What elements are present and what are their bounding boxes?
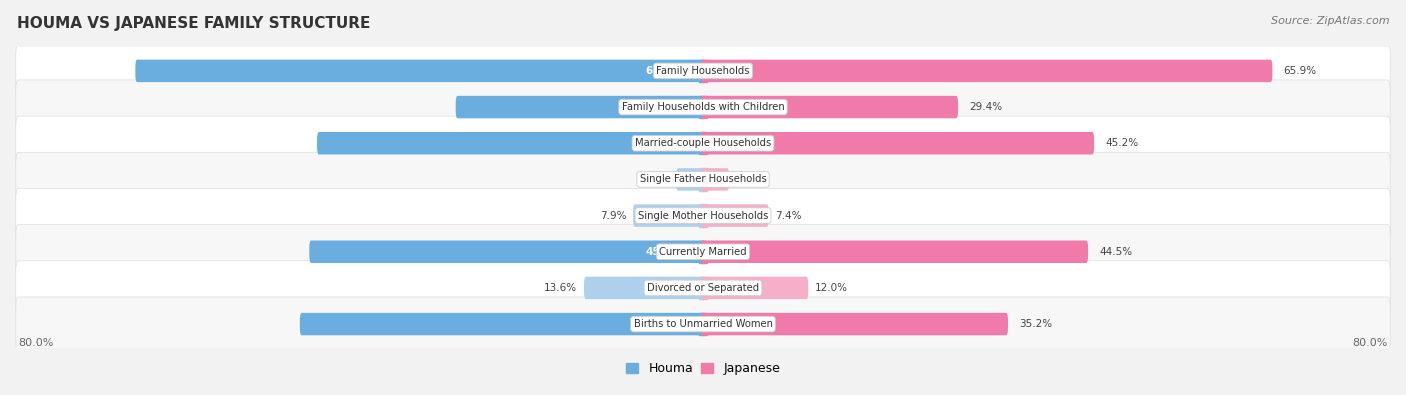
Bar bbox=[699, 168, 704, 191]
Text: HOUMA VS JAPANESE FAMILY STRUCTURE: HOUMA VS JAPANESE FAMILY STRUCTURE bbox=[17, 16, 370, 31]
Bar bbox=[702, 168, 707, 191]
Text: 28.5%: 28.5% bbox=[645, 102, 682, 112]
Text: 44.6%: 44.6% bbox=[645, 138, 682, 148]
Bar bbox=[699, 241, 704, 263]
Bar bbox=[702, 96, 707, 118]
Text: Currently Married: Currently Married bbox=[659, 247, 747, 257]
Bar bbox=[699, 277, 704, 299]
Text: 2.8%: 2.8% bbox=[735, 175, 762, 184]
FancyBboxPatch shape bbox=[15, 261, 1391, 315]
Text: 45.2%: 45.2% bbox=[1105, 138, 1139, 148]
FancyBboxPatch shape bbox=[676, 168, 704, 191]
Bar bbox=[702, 60, 707, 82]
Text: Births to Unmarried Women: Births to Unmarried Women bbox=[634, 319, 772, 329]
Text: 7.9%: 7.9% bbox=[600, 211, 626, 220]
Text: Single Mother Households: Single Mother Households bbox=[638, 211, 768, 220]
FancyBboxPatch shape bbox=[702, 132, 1094, 154]
Bar bbox=[699, 132, 704, 154]
FancyBboxPatch shape bbox=[702, 204, 769, 227]
FancyBboxPatch shape bbox=[299, 313, 704, 335]
Text: 2.9%: 2.9% bbox=[643, 175, 669, 184]
Text: 65.9%: 65.9% bbox=[1284, 66, 1316, 76]
Text: 46.6%: 46.6% bbox=[645, 319, 682, 329]
FancyBboxPatch shape bbox=[702, 168, 728, 191]
Text: Married-couple Households: Married-couple Households bbox=[636, 138, 770, 148]
Bar bbox=[702, 313, 707, 335]
FancyBboxPatch shape bbox=[15, 225, 1391, 279]
Text: 29.4%: 29.4% bbox=[969, 102, 1002, 112]
FancyBboxPatch shape bbox=[583, 276, 704, 299]
Text: 35.2%: 35.2% bbox=[1019, 319, 1052, 329]
Text: 65.7%: 65.7% bbox=[645, 66, 682, 76]
FancyBboxPatch shape bbox=[309, 241, 704, 263]
Bar bbox=[699, 60, 704, 82]
FancyBboxPatch shape bbox=[15, 188, 1391, 243]
Text: 80.0%: 80.0% bbox=[18, 338, 53, 348]
Bar bbox=[699, 204, 704, 227]
FancyBboxPatch shape bbox=[702, 60, 1272, 82]
Bar bbox=[699, 313, 704, 335]
Text: Single Father Households: Single Father Households bbox=[640, 175, 766, 184]
Text: 80.0%: 80.0% bbox=[1353, 338, 1388, 348]
Text: Divorced or Separated: Divorced or Separated bbox=[647, 283, 759, 293]
Bar bbox=[702, 132, 707, 154]
FancyBboxPatch shape bbox=[456, 96, 704, 118]
FancyBboxPatch shape bbox=[633, 204, 704, 227]
FancyBboxPatch shape bbox=[15, 44, 1391, 98]
Text: 13.6%: 13.6% bbox=[544, 283, 578, 293]
Text: 44.5%: 44.5% bbox=[1099, 247, 1132, 257]
FancyBboxPatch shape bbox=[702, 96, 957, 118]
FancyBboxPatch shape bbox=[702, 313, 1008, 335]
FancyBboxPatch shape bbox=[15, 80, 1391, 134]
Bar bbox=[702, 241, 707, 263]
Bar bbox=[702, 204, 707, 227]
Text: Family Households with Children: Family Households with Children bbox=[621, 102, 785, 112]
FancyBboxPatch shape bbox=[15, 297, 1391, 351]
Legend: Houma, Japanese: Houma, Japanese bbox=[621, 357, 785, 380]
Text: Source: ZipAtlas.com: Source: ZipAtlas.com bbox=[1271, 16, 1389, 26]
Bar bbox=[699, 96, 704, 118]
FancyBboxPatch shape bbox=[135, 60, 704, 82]
Bar bbox=[702, 277, 707, 299]
Text: 12.0%: 12.0% bbox=[815, 283, 848, 293]
FancyBboxPatch shape bbox=[702, 241, 1088, 263]
FancyBboxPatch shape bbox=[15, 116, 1391, 170]
FancyBboxPatch shape bbox=[702, 276, 808, 299]
FancyBboxPatch shape bbox=[316, 132, 704, 154]
Text: 7.4%: 7.4% bbox=[775, 211, 801, 220]
Text: Family Households: Family Households bbox=[657, 66, 749, 76]
Text: 45.5%: 45.5% bbox=[645, 247, 682, 257]
FancyBboxPatch shape bbox=[15, 152, 1391, 207]
